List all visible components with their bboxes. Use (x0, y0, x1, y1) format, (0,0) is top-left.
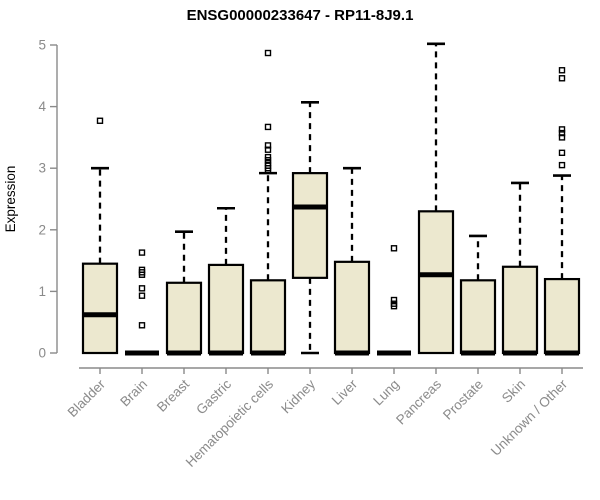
box (291, 172, 329, 279)
outlier-point (264, 153, 272, 161)
y-tick-label: 5 (38, 38, 46, 53)
outlier-point (558, 126, 566, 133)
x-category-label: Bladder (65, 376, 109, 420)
y-tick-label: 3 (38, 161, 46, 176)
box (501, 265, 539, 355)
box (207, 263, 245, 355)
y-tick-label: 0 (38, 346, 46, 361)
outlier-point (138, 285, 146, 292)
outlier-point (138, 271, 146, 278)
outlier-point (558, 129, 566, 137)
x-category-label: Liver (329, 376, 361, 408)
outlier-point (558, 149, 566, 157)
box (543, 277, 581, 355)
outlier-point (138, 249, 146, 256)
x-category-label: Kidney (278, 376, 318, 416)
x-category-label: Pancreas (393, 376, 444, 427)
outlier-point (138, 292, 146, 299)
outlier-point (96, 117, 104, 124)
y-tick-label: 4 (38, 99, 46, 114)
outlier-point (390, 296, 398, 304)
outlier-point (390, 302, 398, 310)
y-tick-label: 2 (38, 222, 46, 237)
x-category-label: Unknown / Other (488, 376, 571, 459)
outlier-point (264, 123, 272, 131)
y-tick-label: 1 (38, 284, 46, 299)
box (417, 210, 455, 355)
outlier-point (558, 75, 566, 82)
x-category-label: Breast (154, 376, 192, 414)
box (249, 279, 287, 355)
box (81, 262, 119, 355)
box (333, 260, 371, 355)
x-category-label: Skin (499, 377, 528, 406)
y-axis-label: Expression (3, 166, 18, 233)
outlier-point (558, 161, 566, 169)
box (165, 281, 203, 355)
x-category-label: Lung (370, 377, 402, 409)
outlier-point (558, 67, 566, 74)
outlier-point (138, 322, 146, 329)
x-category-label: Prostate (440, 377, 486, 423)
x-category-label: Gastric (193, 376, 234, 417)
outlier-point (390, 245, 398, 252)
box (459, 279, 497, 355)
x-category-label: Brain (117, 377, 150, 410)
outlier-point (264, 142, 272, 149)
outlier-point (264, 49, 272, 57)
chart-title: ENSG00000233647 - RP11-8J9.1 (187, 7, 414, 24)
